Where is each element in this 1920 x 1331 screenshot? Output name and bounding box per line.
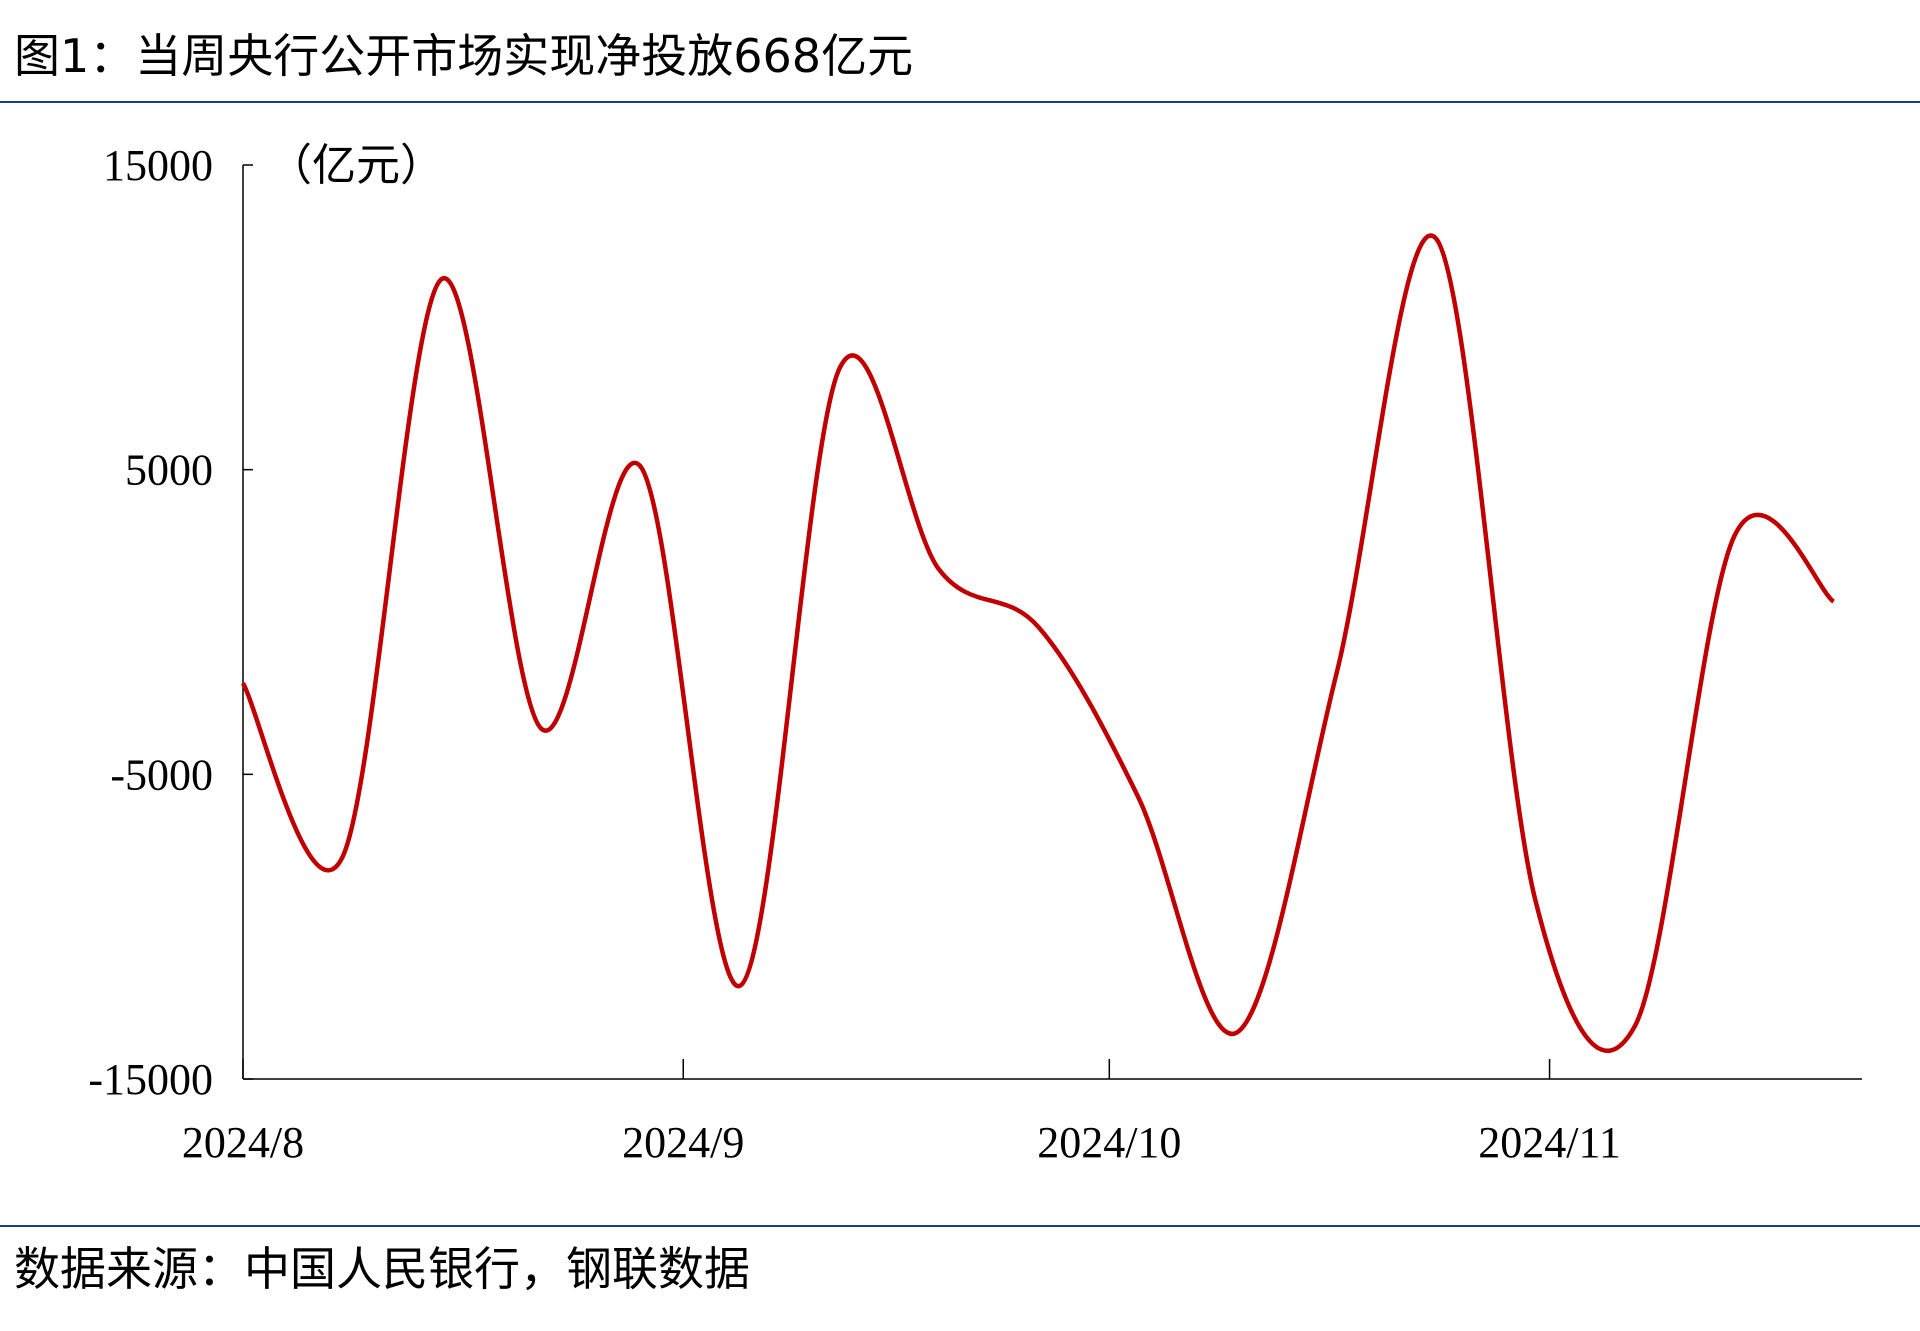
chart-title: 图1：当周央行公开市场实现净投放668亿元 [14,29,913,83]
line [241,233,1836,1053]
x-tick-label: 2024/10 [1037,1118,1181,1167]
x-tick-label: 2024/11 [1478,1118,1621,1167]
y-unit: （亿元） [268,141,444,190]
y-tick-label: 5000 [125,446,213,495]
y-tick-label: -5000 [110,750,213,799]
source: 数据来源：中国人民银行，钢联数据 [14,1242,750,1296]
y-tick-label: -15000 [88,1055,213,1104]
x-tick-label: 2024/8 [182,1118,304,1167]
x-tick-label: 2024/9 [622,1118,744,1167]
y-tick-label: 15000 [103,141,213,190]
